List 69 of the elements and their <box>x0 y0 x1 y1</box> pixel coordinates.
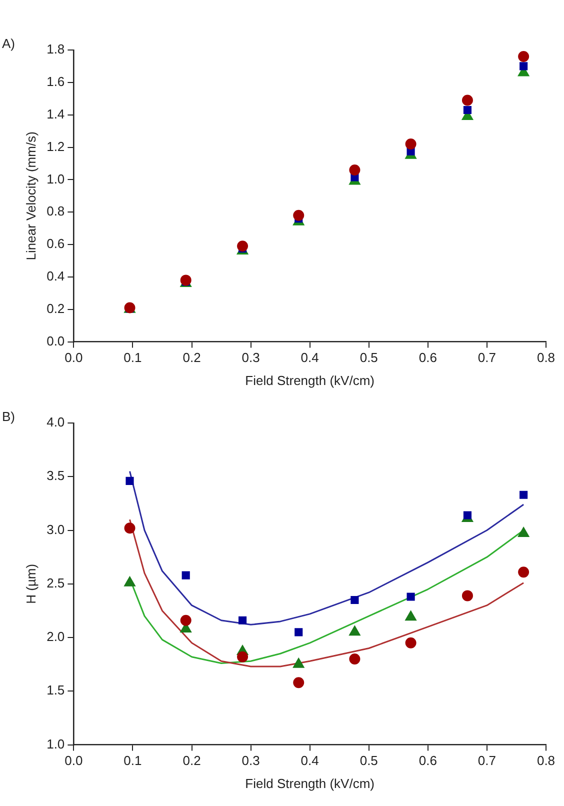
y-tick-label: 1.4 <box>46 106 65 122</box>
text: B) <box>2 409 15 424</box>
y-tick-label: 1.6 <box>46 74 65 89</box>
y-tick-label: 3.5 <box>46 468 65 484</box>
point <box>126 476 134 485</box>
y-tick-label: 1.5 <box>46 682 65 698</box>
y-tick-label: 0.2 <box>46 300 65 316</box>
y-tick-label: 2.5 <box>46 575 65 590</box>
x-tick-label: 0.2 <box>182 753 201 768</box>
x-tick-label: 0.8 <box>536 753 556 768</box>
x-tick-label: 0.3 <box>242 350 260 366</box>
x-tick-label: 0.0 <box>64 350 83 366</box>
point <box>237 240 248 252</box>
x-tick-label: 0.6 <box>418 753 437 768</box>
x-tick-label: 0.5 <box>360 350 378 366</box>
point <box>293 677 304 688</box>
point <box>349 626 360 636</box>
y-tick-label: 4.0 <box>46 414 65 430</box>
x-tick-label: 0.8 <box>536 350 556 366</box>
x-tick-label: 0.4 <box>300 753 319 768</box>
y-tick-label: 1.0 <box>46 171 65 186</box>
point <box>238 616 247 624</box>
point <box>462 94 473 106</box>
y-tick-label: 1.0 <box>46 736 65 752</box>
point <box>237 651 248 662</box>
point <box>294 628 303 636</box>
y-tick-label: 1.8 <box>46 42 65 57</box>
point <box>462 590 473 602</box>
y-tick-label: 0.8 <box>46 204 65 219</box>
y-tick-label: 1.2 <box>46 138 65 154</box>
point <box>406 592 415 601</box>
point <box>292 658 304 668</box>
point <box>405 138 416 150</box>
x-tick-label: 0.7 <box>478 753 496 768</box>
y-tick-label: 0.6 <box>46 236 65 252</box>
point <box>124 576 136 586</box>
y-tick-label: 0.4 <box>46 268 65 284</box>
point <box>405 637 416 648</box>
x-tick-label: 0.6 <box>418 350 437 366</box>
point <box>349 164 360 176</box>
text: A) <box>2 36 15 51</box>
point <box>182 571 190 580</box>
y-axis-title: H (µm) <box>23 564 38 604</box>
y-tick-label: 0.0 <box>46 333 65 348</box>
point <box>518 50 530 62</box>
y-tick-label: 2.0 <box>46 629 65 644</box>
x-tick-label: 0.1 <box>124 753 142 768</box>
point <box>463 511 472 520</box>
x-tick-label: 0.4 <box>300 350 319 366</box>
x-tick-label: 0.3 <box>242 753 260 768</box>
x-tick-label: 0.7 <box>478 350 496 366</box>
point <box>520 62 528 70</box>
x-tick-label: 0.0 <box>64 753 83 768</box>
point <box>518 566 530 578</box>
y-tick-label: 3.0 <box>46 522 65 537</box>
point <box>350 596 359 604</box>
point <box>180 614 192 626</box>
point <box>124 522 136 534</box>
point <box>349 653 360 664</box>
y-axis-title: Linear Velocity (mm/s) <box>23 132 38 260</box>
point <box>405 610 416 621</box>
point <box>463 106 472 114</box>
point <box>520 490 528 499</box>
x-axis-title: Field Strength (kV/cm) <box>245 776 374 791</box>
x-tick-label: 0.1 <box>124 350 142 366</box>
x-axis-title: Field Strength (kV/cm) <box>245 372 374 388</box>
point <box>293 210 304 221</box>
x-tick-label: 0.2 <box>182 350 201 366</box>
x-tick-label: 0.5 <box>360 753 378 768</box>
